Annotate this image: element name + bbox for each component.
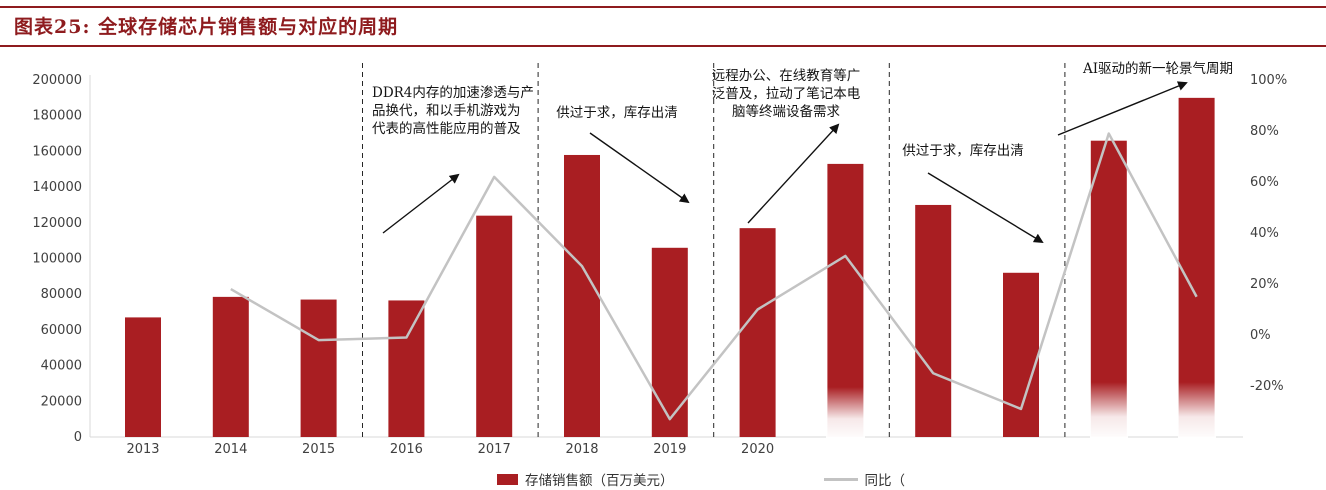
annotation-text: 品换代，和以手机游戏为 bbox=[372, 103, 521, 119]
y-axis-label-right: 20% bbox=[1250, 277, 1279, 292]
bar-2017 bbox=[476, 215, 513, 437]
annotation-text: 代表的高性能应用的普及 bbox=[372, 120, 521, 137]
y-axis-label-left: 100000 bbox=[32, 252, 82, 267]
y-axis-label-right: 100% bbox=[1250, 73, 1287, 88]
watermark-overlay bbox=[820, 441, 1260, 471]
bar-2025E bbox=[1178, 97, 1215, 437]
figure-title: 图表25: 全球存储芯片销售额与对应的周期 bbox=[14, 16, 399, 38]
annotation-arrow bbox=[589, 132, 690, 204]
annotation-arrow bbox=[382, 173, 460, 234]
x-axis-label: 2013 bbox=[126, 442, 159, 457]
chart-legend: 存储销售额（百万美元） 同比（ bbox=[497, 469, 905, 489]
annotation-arrow bbox=[927, 172, 1044, 244]
y-axis-label-left: 40000 bbox=[41, 359, 82, 374]
bar-2016 bbox=[388, 300, 425, 437]
annotation-text: AI驱动的新一轮景气周期 bbox=[1082, 61, 1233, 77]
y-axis-label-left: 0 bbox=[74, 430, 82, 445]
y-axis-label-right: 40% bbox=[1250, 226, 1279, 241]
annotation-text: DDR4内存的加速渗透与产 bbox=[372, 85, 534, 101]
legend-label-sales: 存储销售额（百万美元） bbox=[525, 473, 674, 489]
x-axis-label: 2017 bbox=[478, 442, 511, 457]
bar-2022 bbox=[915, 204, 952, 437]
y-axis-label-left: 200000 bbox=[32, 73, 82, 88]
bar-2013 bbox=[125, 317, 161, 437]
watermark-overlay bbox=[826, 387, 865, 440]
watermark-overlay bbox=[1178, 382, 1216, 440]
annotation-text: 泛普及，拉动了笔记本电 bbox=[712, 86, 861, 102]
bar-2018 bbox=[564, 154, 600, 437]
bar-2023 bbox=[1003, 272, 1039, 437]
y-axis-label-right: -20% bbox=[1250, 379, 1284, 394]
annotation-text: 远程办公、在线教育等广 bbox=[712, 67, 861, 84]
x-axis-label: 2020 bbox=[741, 442, 774, 457]
x-axis-label: 2015 bbox=[302, 442, 335, 457]
bar-2020 bbox=[739, 228, 776, 437]
annotation-text: 供过于求，库存出清 bbox=[902, 143, 1024, 159]
x-axis-label: 2019 bbox=[653, 442, 686, 457]
legend-line-swatch bbox=[823, 477, 858, 481]
bar-2015 bbox=[300, 299, 337, 437]
watermark-overlay bbox=[1090, 382, 1128, 440]
bar-2019 bbox=[651, 247, 688, 437]
annotation-text: 脑等终端设备需求 bbox=[732, 103, 840, 120]
x-axis-label: 2018 bbox=[565, 442, 598, 457]
y-axis-label-left: 60000 bbox=[41, 323, 82, 338]
yoy-line bbox=[230, 132, 1198, 421]
y-axis-label-left: 160000 bbox=[32, 144, 82, 159]
y-axis-label-left: 80000 bbox=[41, 287, 82, 302]
legend-item-yoy: 同比（ bbox=[823, 469, 906, 489]
annotation-text: 供过于求，库存出清 bbox=[556, 105, 678, 121]
annotation-arrow bbox=[747, 123, 840, 224]
y-axis-label-left: 140000 bbox=[32, 180, 82, 195]
y-axis-label-left: 20000 bbox=[41, 394, 82, 409]
figure-header: 图表25: 全球存储芯片销售额与对应的周期 bbox=[0, 6, 1326, 47]
y-axis-label-left: 180000 bbox=[32, 109, 82, 124]
y-axis-label-left: 120000 bbox=[32, 216, 82, 231]
legend-label-yoy: 同比（ bbox=[864, 473, 906, 489]
memory-chip-sales-chart: 0 20000 40000 60000 80000 100000 120000 140000 1… bbox=[32, 61, 1287, 471]
bar-2014 bbox=[212, 296, 249, 437]
x-axis-label: 2014 bbox=[214, 442, 247, 457]
legend-item-sales: 存储销售额（百万美元） bbox=[497, 469, 674, 489]
x-axis-label: 2016 bbox=[390, 442, 423, 457]
legend-bar-swatch bbox=[497, 473, 518, 485]
y-axis-label-right: 60% bbox=[1250, 175, 1279, 190]
annotation-arrow bbox=[1057, 81, 1188, 136]
y-axis-label-right: 80% bbox=[1250, 124, 1279, 139]
y-axis-label-right: 0% bbox=[1250, 328, 1271, 343]
